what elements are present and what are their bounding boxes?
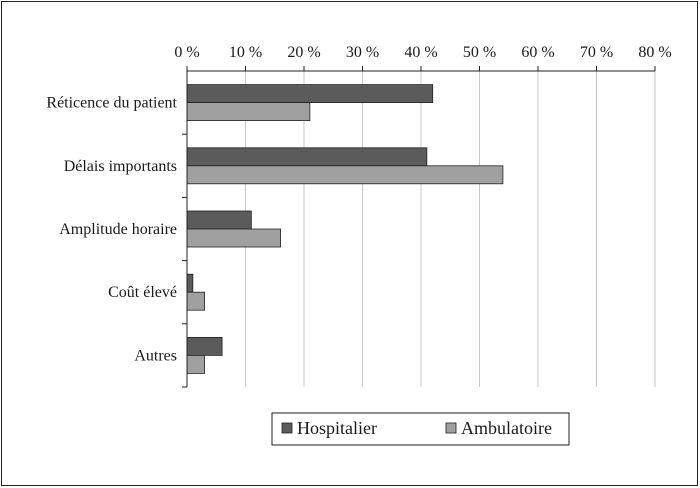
bar-hospitalier [186, 210, 252, 230]
y-category-label: Autres [134, 347, 177, 364]
bar-hospitalier [186, 336, 223, 356]
bar-hospitalier [186, 273, 194, 293]
legend-box [271, 412, 570, 446]
bar-ambulatoire [186, 354, 205, 374]
y-category-label: Amplitude horaire [59, 221, 177, 238]
x-tick-label: 50 % [463, 44, 496, 61]
x-tick-label: 0 % [174, 44, 199, 61]
legend-swatch [281, 422, 293, 434]
bar-hospitalier [186, 84, 434, 103]
legend: Hospitalier Ambulatoire [271, 412, 570, 446]
y-category-label: Réticence du patient [46, 95, 177, 112]
legend-label: Hospitalier [297, 418, 377, 438]
bars [186, 84, 504, 374]
bar-ambulatoire [186, 291, 205, 311]
x-tick-label: 40 % [404, 44, 437, 61]
bar-ambulatoire [186, 228, 281, 248]
axes: 0 % 10 % 20 % 30 % 40 % 50 % 60 % 70 % 80 % Rétic… [46, 44, 672, 388]
x-tick-label: 70 % [580, 44, 613, 61]
legend-label: Ambulatoire [461, 418, 552, 438]
bar-ambulatoire [186, 165, 504, 185]
x-tick-label: 60 % [521, 44, 554, 61]
bar-hospitalier [186, 147, 428, 167]
legend-swatch [445, 422, 457, 434]
gridlines [245, 71, 656, 387]
x-tick-label: 10 % [229, 44, 262, 61]
y-category-label: Coût élevé [108, 284, 177, 301]
y-category-label: Délais importants [64, 158, 177, 175]
x-tick-label: 80 % [638, 44, 671, 61]
x-tick-label: 20 % [287, 44, 320, 61]
bar-ambulatoire [186, 102, 311, 121]
x-tick-label: 30 % [346, 44, 379, 61]
